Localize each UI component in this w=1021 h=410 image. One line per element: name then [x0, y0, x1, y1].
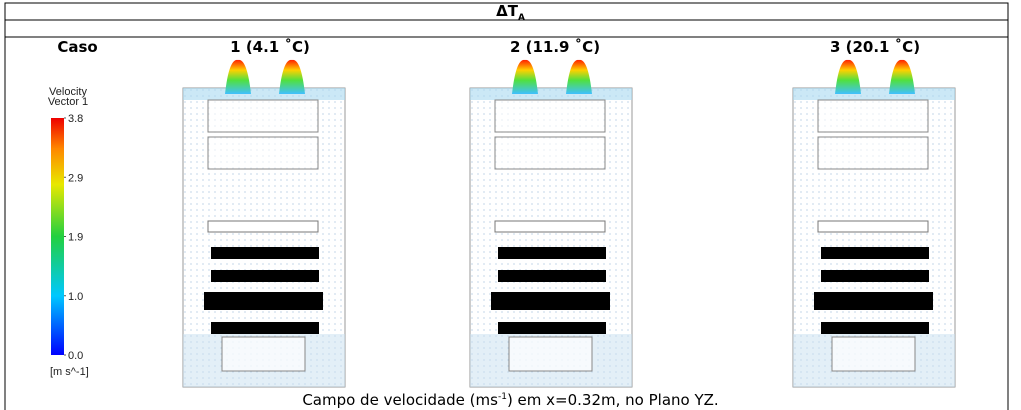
legend-tick-label: 1.0	[68, 291, 83, 303]
color-legend: Velocity Vector 1 3.82.91.91.00.0 [m s^-…	[48, 86, 89, 378]
caption-superscript: -1	[498, 392, 507, 402]
legend-unit: [m s^-1]	[50, 366, 89, 378]
velocity-panel	[183, 60, 345, 387]
velocity-panel	[470, 60, 632, 387]
header-symbol: ΔT	[496, 2, 518, 20]
velocity-panel	[793, 60, 955, 387]
column-header: 1 (4.1 ˚C)	[170, 38, 370, 56]
header: ΔTA	[400, 2, 621, 23]
legend-tick-label: 2.9	[68, 172, 83, 184]
column-header: 2 (11.9 ˚C)	[455, 38, 655, 56]
column-header: 3 (20.1 ˚C)	[775, 38, 975, 56]
legend-tick-label: 1.9	[68, 232, 83, 244]
header-subscript: A	[518, 13, 525, 23]
legend-title: Vector 1	[48, 96, 88, 108]
caption-text: ) em x=0.32m, no Plano YZ.	[507, 391, 719, 409]
color-bar	[51, 118, 64, 355]
legend-tick-label: 3.8	[68, 113, 83, 125]
page: Velocity Vector 1 3.82.91.91.00.0 [m s^-…	[0, 0, 1021, 410]
caption-text: Campo de velocidade (ms	[302, 391, 498, 409]
row-label: Caso	[30, 38, 125, 56]
figure: Velocity Vector 1 3.82.91.91.00.0 [m s^-…	[0, 0, 1021, 410]
legend-tick-label: 0.0	[68, 350, 83, 362]
caption: Campo de velocidade (ms-1) em x=0.32m, n…	[0, 391, 1021, 409]
